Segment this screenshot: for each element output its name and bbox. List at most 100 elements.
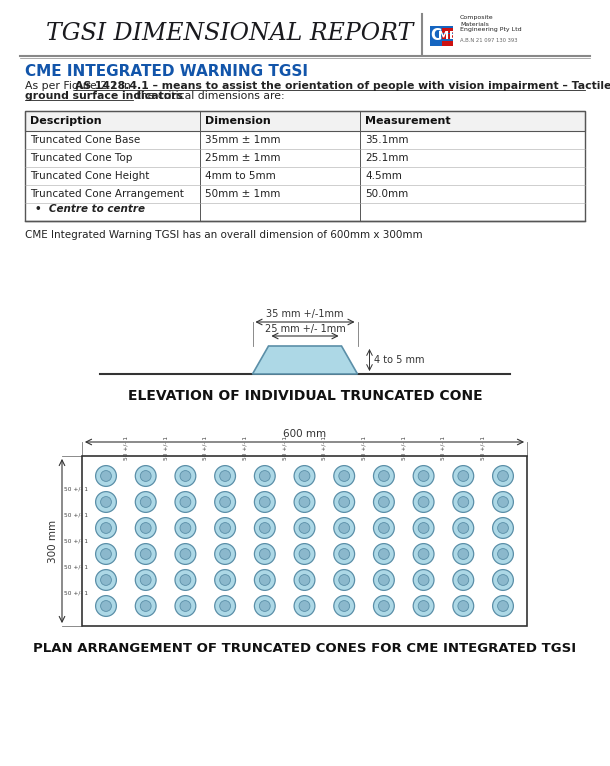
Circle shape	[294, 596, 315, 617]
Text: ground surface indicators: ground surface indicators	[25, 91, 183, 101]
Circle shape	[135, 518, 156, 538]
Circle shape	[215, 492, 235, 512]
Bar	[430, 26, 453, 46]
Text: 50 +/- 1: 50 +/- 1	[481, 436, 486, 460]
Circle shape	[339, 601, 350, 611]
Circle shape	[334, 544, 354, 565]
Circle shape	[254, 518, 275, 538]
Bar	[25, 111, 585, 221]
Circle shape	[339, 548, 350, 559]
Circle shape	[458, 601, 468, 611]
Circle shape	[96, 466, 117, 486]
Circle shape	[259, 522, 270, 533]
Circle shape	[180, 601, 191, 611]
Circle shape	[378, 574, 389, 585]
Circle shape	[373, 518, 394, 538]
Text: Engineering Pty Ltd: Engineering Pty Ltd	[460, 28, 522, 32]
Circle shape	[418, 496, 429, 507]
Text: 35.1mm: 35.1mm	[365, 135, 409, 145]
Polygon shape	[253, 346, 357, 374]
Circle shape	[254, 570, 275, 591]
Circle shape	[418, 522, 429, 533]
Text: CME Integrated Warning TGSI has an overall dimension of 600mm x 300mm: CME Integrated Warning TGSI has an overa…	[25, 230, 423, 240]
Circle shape	[413, 518, 434, 538]
Circle shape	[96, 544, 117, 565]
Circle shape	[493, 492, 514, 512]
Text: 50 +/- 1: 50 +/- 1	[203, 436, 208, 460]
Circle shape	[220, 574, 231, 585]
Circle shape	[220, 496, 231, 507]
Circle shape	[378, 548, 389, 559]
Circle shape	[294, 544, 315, 565]
Text: Dimension: Dimension	[205, 116, 271, 126]
Text: 35 mm +/-1mm: 35 mm +/-1mm	[266, 309, 344, 319]
Circle shape	[453, 596, 474, 617]
Circle shape	[339, 496, 350, 507]
Circle shape	[101, 522, 112, 533]
Text: 50 +/- 1: 50 +/- 1	[63, 538, 88, 544]
Text: As per Figure 2.1 in: As per Figure 2.1 in	[25, 81, 134, 91]
Circle shape	[334, 570, 354, 591]
Circle shape	[135, 544, 156, 565]
Circle shape	[180, 496, 191, 507]
Text: ELEVATION OF INDIVIDUAL TRUNCATED CONE: ELEVATION OF INDIVIDUAL TRUNCATED CONE	[127, 389, 483, 403]
Circle shape	[220, 522, 231, 533]
Text: Measurement: Measurement	[365, 116, 451, 126]
Circle shape	[378, 470, 389, 481]
Circle shape	[498, 548, 508, 559]
Circle shape	[294, 466, 315, 486]
Circle shape	[96, 518, 117, 538]
Circle shape	[294, 570, 315, 591]
Text: 50 +/- 1: 50 +/- 1	[63, 512, 88, 518]
Circle shape	[498, 470, 508, 481]
Circle shape	[373, 466, 394, 486]
Circle shape	[254, 596, 275, 617]
Circle shape	[175, 466, 196, 486]
Text: ME: ME	[438, 31, 456, 41]
Circle shape	[378, 522, 389, 533]
Text: 25mm ± 1mm: 25mm ± 1mm	[205, 153, 281, 163]
Text: AS 1428.4.1 – means to assist the orientation of people with vision impairment –: AS 1428.4.1 – means to assist the orient…	[75, 81, 610, 91]
Circle shape	[418, 574, 429, 585]
Circle shape	[299, 548, 310, 559]
Circle shape	[140, 601, 151, 611]
Text: 50 +/- 1: 50 +/- 1	[282, 436, 287, 460]
Circle shape	[378, 496, 389, 507]
Bar	[82, 456, 527, 626]
Circle shape	[498, 601, 508, 611]
Circle shape	[299, 522, 310, 533]
Text: 50 +/- 1: 50 +/- 1	[441, 436, 446, 460]
Circle shape	[299, 601, 310, 611]
Circle shape	[175, 518, 196, 538]
Text: 50 +/- 1: 50 +/- 1	[163, 436, 168, 460]
Bar	[442, 34, 453, 39]
Circle shape	[140, 548, 151, 559]
Text: •  Centre to centre: • Centre to centre	[35, 204, 145, 214]
Text: 50 +/- 1: 50 +/- 1	[242, 436, 248, 460]
Circle shape	[175, 544, 196, 565]
Text: 4.5mm: 4.5mm	[365, 171, 402, 181]
Circle shape	[220, 470, 231, 481]
Circle shape	[140, 522, 151, 533]
Text: Truncated Cone Height: Truncated Cone Height	[30, 171, 149, 181]
Circle shape	[498, 574, 508, 585]
Circle shape	[458, 470, 468, 481]
Circle shape	[334, 596, 354, 617]
Text: 4 to 5 mm: 4 to 5 mm	[373, 355, 424, 365]
Text: Truncated Cone Arrangement: Truncated Cone Arrangement	[30, 189, 184, 199]
Circle shape	[135, 570, 156, 591]
Circle shape	[453, 570, 474, 591]
Text: 25.1mm: 25.1mm	[365, 153, 409, 163]
Circle shape	[96, 570, 117, 591]
Circle shape	[140, 574, 151, 585]
Circle shape	[220, 601, 231, 611]
Circle shape	[373, 492, 394, 512]
Text: 50 +/- 1: 50 +/- 1	[63, 591, 88, 595]
Circle shape	[493, 518, 514, 538]
Circle shape	[453, 492, 474, 512]
Bar	[25, 111, 585, 131]
Text: A.B.N 21 097 130 393: A.B.N 21 097 130 393	[460, 38, 517, 44]
Circle shape	[259, 601, 270, 611]
Text: Composite: Composite	[460, 15, 493, 21]
Circle shape	[373, 570, 394, 591]
